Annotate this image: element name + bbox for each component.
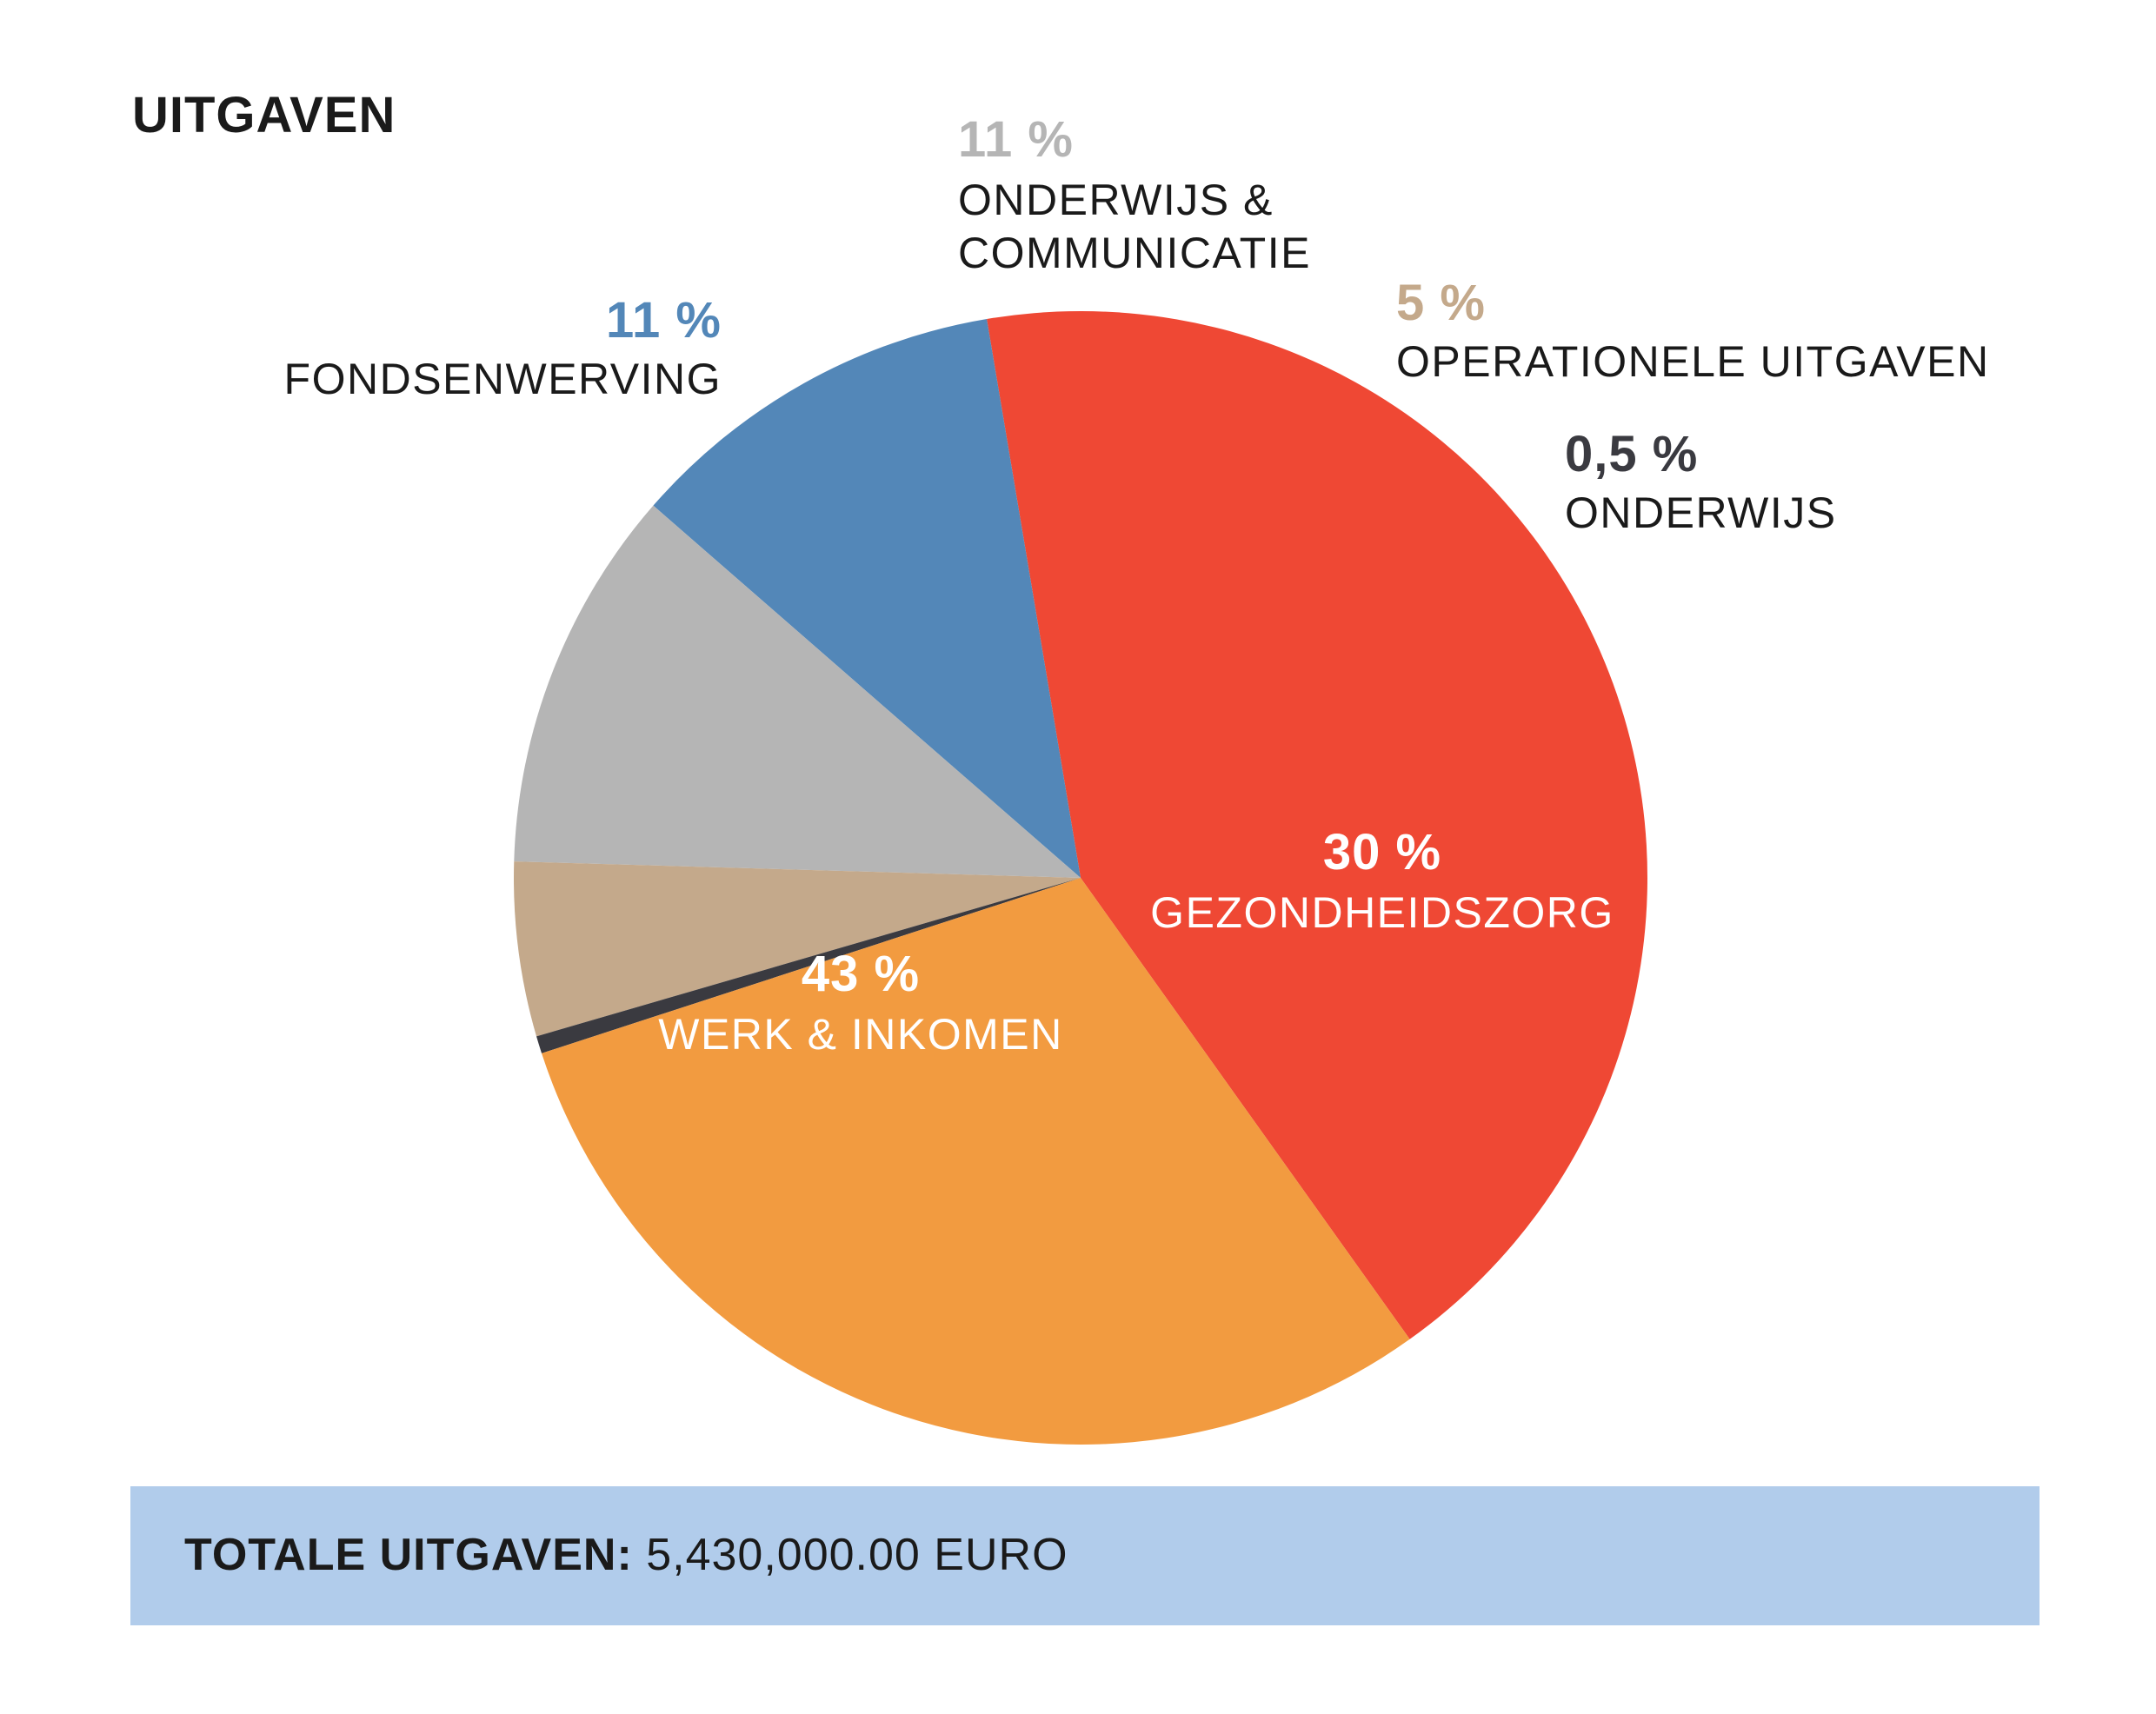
- total-expenses: TOTALE UITGAVEN: 5,430,000.00 EURO: [184, 1532, 1068, 1578]
- slice-pct-gezondheidszorg: 30 %: [1322, 824, 1442, 880]
- slice-pct-werk-inkomen: 43 %: [801, 946, 921, 1002]
- slice-name-onderwijs-communicatie-line1: ONDERWIJS &: [958, 176, 1274, 224]
- total-bar: [130, 1486, 2040, 1625]
- slice-name-gezondheidszorg: GEZONDHEIDSZORG: [1150, 888, 1614, 937]
- slice-pct-fondsenwerving: 11 %: [606, 292, 722, 349]
- slice-label-werk-inkomen: 43 % WERK & INKOMEN: [600, 949, 1121, 1061]
- chart-title: UITGAVEN: [132, 87, 396, 143]
- slice-pct-onderwijs-communicatie: 11 %: [958, 111, 1074, 168]
- slice-name-operationele-uitgaven: OPERATIONELE UITGAVEN: [1396, 337, 1990, 386]
- slice-pct-onderwijs: 0,5 %: [1565, 426, 1699, 482]
- slice-label-fondsenwerving: 11 % FONDSENWERVING: [284, 296, 722, 406]
- pie-slice-onderwijs-communicatie: [514, 505, 1081, 878]
- slice-name-werk-inkomen: WERK & INKOMEN: [658, 1010, 1063, 1059]
- slice-pct-operationele-uitgaven: 5 %: [1396, 275, 1486, 331]
- slice-label-operationele-uitgaven: 5 % OPERATIONELE UITGAVEN: [1396, 278, 1990, 389]
- slice-name-onderwijs-communicatie-line2: COMMUNICATIE: [958, 229, 1311, 277]
- pie-slice-werk-inkomen: [987, 311, 1647, 1339]
- pie-slice-fondsenwerving: [653, 319, 1081, 878]
- pie-slice-gezondheidszorg: [542, 878, 1410, 1445]
- total-label: TOTALE UITGAVEN:: [184, 1530, 633, 1580]
- slice-label-onderwijs-communicatie: 11 % ONDERWIJS & COMMUNICATIE: [958, 115, 1311, 280]
- total-value: 5,430,000.00 EURO: [646, 1530, 1068, 1580]
- slice-label-onderwijs: 0,5 % ONDERWIJS: [1565, 429, 1837, 540]
- pie-slice-operationele-uitgaven: [514, 861, 1081, 1037]
- slice-name-onderwijs: ONDERWIJS: [1565, 488, 1837, 537]
- pie-slice-onderwijs: [536, 878, 1081, 1053]
- slice-label-gezondheidszorg: 30 % GEZONDHEIDSZORG: [1121, 827, 1643, 940]
- slice-name-fondsenwerving: FONDSENWERVING: [283, 355, 722, 403]
